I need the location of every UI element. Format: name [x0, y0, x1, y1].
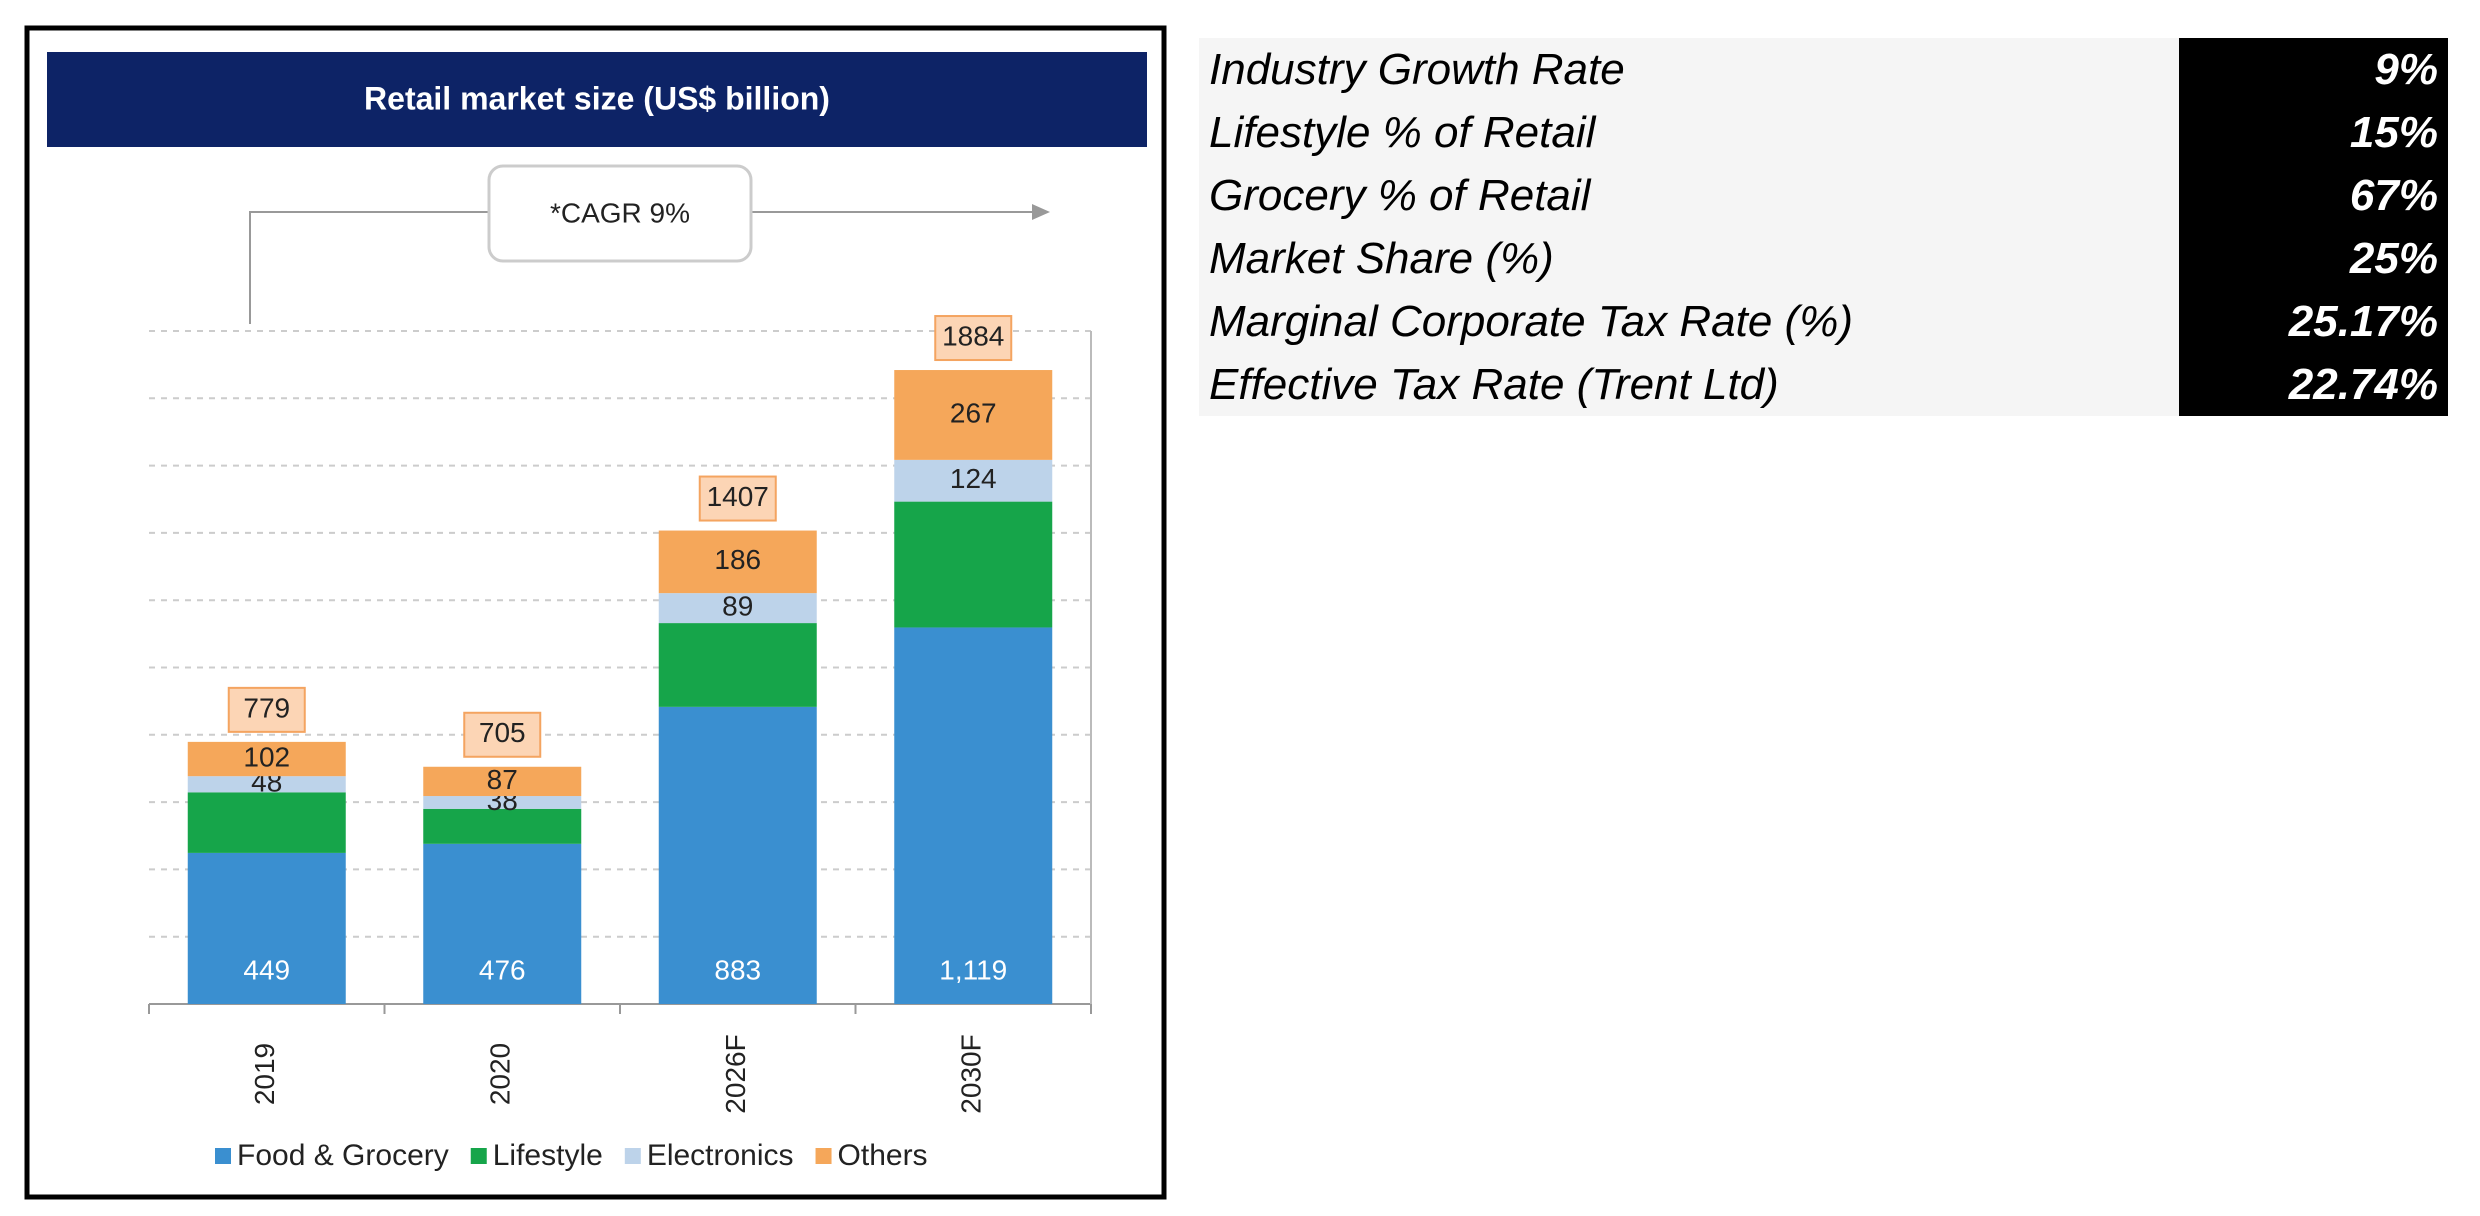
- cell-label: Lifestyle % of Retail: [1199, 101, 2179, 164]
- table-row: Effective Tax Rate (Trent Ltd) 22.74%: [1199, 353, 2448, 416]
- total-box: [698, 475, 777, 522]
- legend-swatch: [624, 1148, 641, 1164]
- cell-value: 22.74%: [2179, 353, 2448, 416]
- total-label: 1884: [942, 320, 1004, 351]
- legend-label: Food & Grocery: [237, 1139, 449, 1172]
- bar-segment: [658, 593, 817, 624]
- legend-swatch: [215, 1148, 231, 1164]
- value-label: 476: [479, 954, 526, 985]
- bar-segment: [658, 623, 817, 707]
- cell-label: Market Share (%): [1199, 227, 2179, 290]
- total-label: 1407: [707, 481, 769, 512]
- arrow-head: [1032, 204, 1050, 220]
- table-row: Industry Growth Rate 9%: [1199, 38, 2448, 101]
- total-box: [227, 686, 306, 733]
- cell-value: 67%: [2179, 164, 2448, 227]
- x-tick-label: 2030F: [956, 1034, 987, 1113]
- value-label: 89: [722, 590, 753, 621]
- bar-segment: [894, 370, 1053, 460]
- legend-label: Electronics: [647, 1139, 794, 1172]
- x-tick-label: 2026F: [720, 1034, 751, 1113]
- bar-segment: [658, 530, 817, 594]
- value-label: 1,119: [939, 954, 1007, 985]
- cell-label: Industry Growth Rate: [1199, 38, 2179, 101]
- bar-segment: [187, 792, 346, 853]
- bar-segment: [187, 852, 346, 1004]
- total-box: [463, 711, 542, 758]
- cell-value: 25%: [2179, 227, 2448, 290]
- bar-segment: [894, 501, 1053, 628]
- legend-label: Others: [838, 1139, 928, 1172]
- value-label: 883: [714, 954, 761, 985]
- value-label: 186: [714, 544, 761, 575]
- bar-segment: [423, 808, 582, 844]
- cell-value: 25.17%: [2179, 290, 2448, 353]
- chart-title: Retail market size (US$ billion): [364, 80, 830, 116]
- annotation: *CAGR 9%: [550, 197, 690, 228]
- table-row: Market Share (%) 25%: [1199, 227, 2448, 290]
- table-row: Grocery % of Retail 67%: [1199, 164, 2448, 227]
- value-label: 102: [243, 741, 290, 772]
- value-label: 449: [243, 954, 290, 985]
- value-label: 87: [487, 764, 518, 795]
- bar-segment: [658, 706, 817, 1004]
- legend-label: Lifestyle: [493, 1139, 603, 1172]
- cell-label: Grocery % of Retail: [1199, 164, 2179, 227]
- value-label: 124: [950, 463, 997, 494]
- total-box: [934, 315, 1013, 362]
- cell-label: Effective Tax Rate (Trent Ltd): [1199, 353, 2179, 416]
- table-row: Lifestyle % of Retail 15%: [1199, 101, 2448, 164]
- total-label: 705: [479, 717, 526, 748]
- value-label: 267: [950, 397, 997, 428]
- x-tick-label: 2019: [249, 1043, 280, 1105]
- legend-swatch: [815, 1148, 832, 1164]
- bar-segment: [187, 776, 346, 793]
- bar-segment: [423, 796, 582, 809]
- cell-value: 15%: [2179, 101, 2448, 164]
- x-tick-label: 2020: [485, 1043, 516, 1105]
- title-banner: [47, 52, 1147, 147]
- total-label: 779: [243, 692, 290, 723]
- annotation-box: [487, 164, 753, 263]
- table-row: Marginal Corporate Tax Rate (%) 25.17%: [1199, 290, 2448, 353]
- bar-segment: [187, 741, 346, 777]
- cell-value: 9%: [2179, 38, 2448, 101]
- bar-segment: [423, 766, 582, 797]
- cagr-arrow: [249, 211, 1035, 324]
- bar-segment: [894, 627, 1053, 1004]
- chart: Retail market size (US$ billion) *CAGR 9…: [24, 25, 1167, 1200]
- legend-swatch: [470, 1148, 487, 1164]
- data-table: Industry Growth Rate 9% Lifestyle % of Ret…: [1199, 38, 2448, 416]
- bar-segment: [894, 459, 1053, 502]
- cell-label: Marginal Corporate Tax Rate (%): [1199, 290, 2179, 353]
- bar-segment: [423, 843, 582, 1004]
